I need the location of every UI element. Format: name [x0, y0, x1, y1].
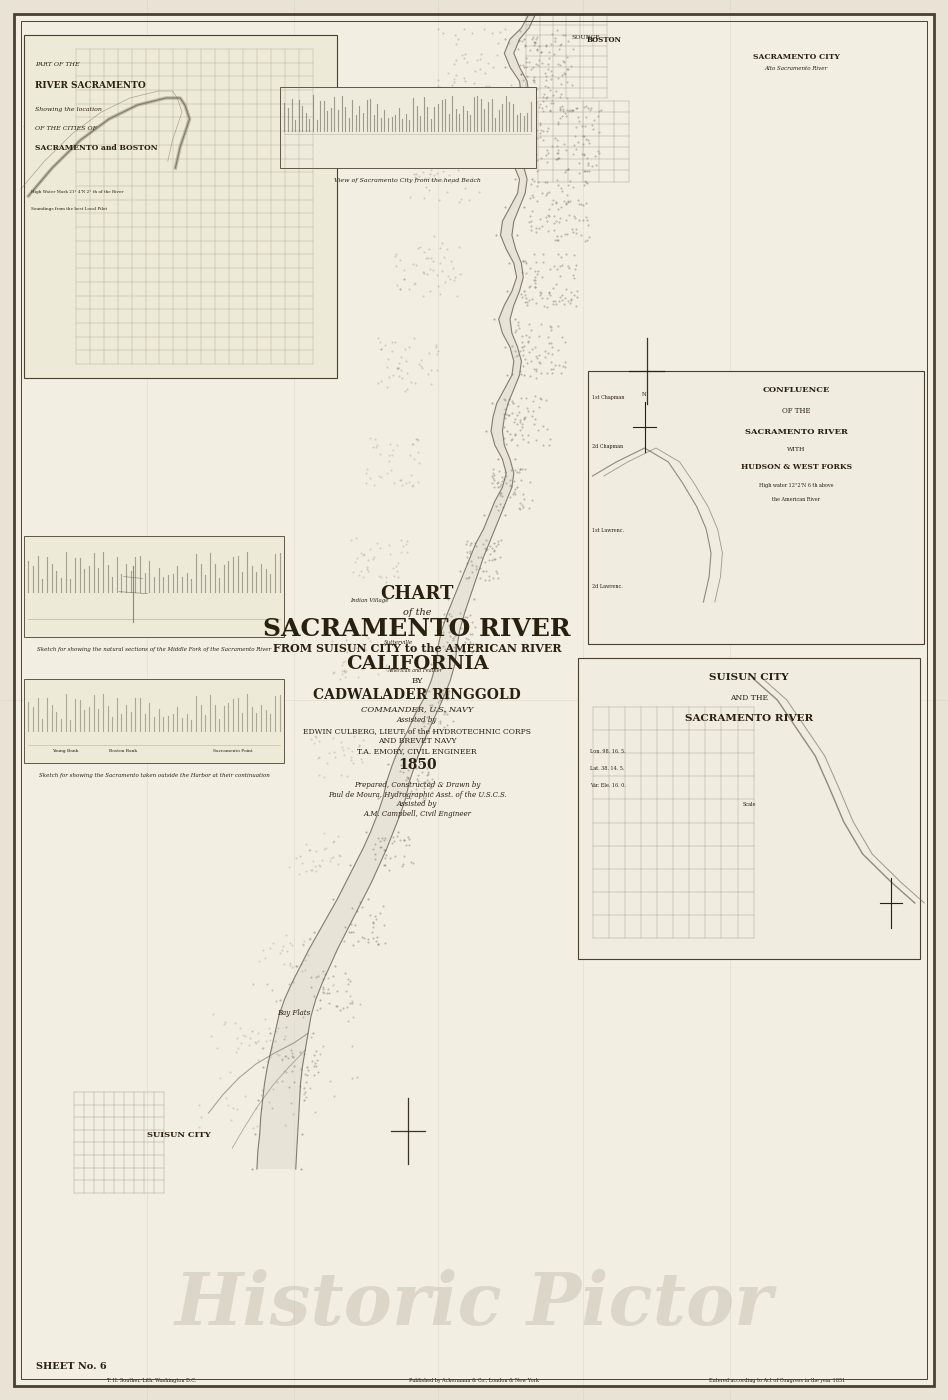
Text: Paul de Moura, Hydrographic Asst. of the U.S.C.S.: Paul de Moura, Hydrographic Asst. of the… — [328, 791, 506, 798]
Text: RIVER SACRAMENTO: RIVER SACRAMENTO — [35, 81, 146, 90]
Text: SACRAMENTO RIVER: SACRAMENTO RIVER — [684, 714, 813, 722]
Text: HUDSON & WEST FORKS: HUDSON & WEST FORKS — [740, 463, 852, 470]
Text: View of Sacramento City from the head Beach: View of Sacramento City from the head Be… — [335, 178, 481, 183]
Text: SOURCE: SOURCE — [572, 35, 600, 41]
Text: Assisted by: Assisted by — [397, 801, 437, 808]
Text: 1st Chapman: 1st Chapman — [592, 395, 625, 400]
Text: EDWIN CULBERG, LIEUT. of the HYDROTECHNIC CORPS: EDWIN CULBERG, LIEUT. of the HYDROTECHNI… — [303, 728, 531, 735]
Bar — [588, 371, 924, 644]
Bar — [24, 536, 284, 637]
Text: Alto Sacramento River: Alto Sacramento River — [765, 66, 828, 71]
Text: CADWALADER RINGGOLD: CADWALADER RINGGOLD — [313, 687, 521, 701]
Text: Historic Pictor: Historic Pictor — [174, 1270, 774, 1340]
Text: Bay Flats: Bay Flats — [277, 1009, 311, 1016]
Text: OF THE CITIES OF: OF THE CITIES OF — [35, 126, 97, 132]
Text: Young Bank: Young Bank — [52, 749, 79, 753]
Text: T.A. EMORY, CIVIL ENGINEER: T.A. EMORY, CIVIL ENGINEER — [357, 748, 477, 755]
Text: Entered according to Act of Congress in the year 1851: Entered according to Act of Congress in … — [709, 1378, 846, 1383]
Text: of the: of the — [403, 608, 431, 616]
Text: A.M. Campbell, Civil Engineer: A.M. Campbell, Civil Engineer — [363, 811, 471, 818]
Text: FROM SUISUN CITY to the AMERICAN RIVER: FROM SUISUN CITY to the AMERICAN RIVER — [273, 644, 561, 654]
Text: the American River: the American River — [773, 497, 820, 503]
Text: PART OF THE: PART OF THE — [35, 62, 80, 67]
Bar — [24, 679, 284, 763]
Text: T. H. Souther, Lith. Washington D.C.: T. H. Souther, Lith. Washington D.C. — [107, 1378, 196, 1383]
Text: 1st Lawrenc.: 1st Lawrenc. — [592, 528, 625, 533]
Text: Published by Ackermann & Co., London & New York: Published by Ackermann & Co., London & N… — [409, 1378, 539, 1383]
Text: Assisted by: Assisted by — [397, 717, 437, 724]
Text: High Water Mark 21° 4'N 2° th of the River: High Water Mark 21° 4'N 2° th of the Riv… — [31, 190, 123, 195]
Text: SACRAMENTO RIVER: SACRAMENTO RIVER — [264, 616, 571, 641]
Text: WITH: WITH — [787, 447, 806, 452]
Text: SHEET No. 6: SHEET No. 6 — [36, 1362, 106, 1371]
Text: CHART: CHART — [380, 585, 454, 603]
Text: CONFLUENCE: CONFLUENCE — [763, 386, 830, 393]
Text: SACRAMENTO CITY: SACRAMENTO CITY — [753, 53, 840, 60]
Text: BOSTON: BOSTON — [587, 36, 621, 43]
Text: High water 12°2'N 6 th above: High water 12°2'N 6 th above — [759, 483, 833, 489]
Text: N: N — [642, 392, 647, 398]
Bar — [578, 658, 920, 959]
Text: Sutterville: Sutterville — [384, 640, 412, 645]
Polygon shape — [257, 14, 536, 1169]
Text: Sacramento Point: Sacramento Point — [213, 749, 253, 753]
Text: CALIFORNIA: CALIFORNIA — [346, 655, 488, 673]
Text: Scale: Scale — [742, 802, 756, 808]
Text: SUISUN CITY: SUISUN CITY — [709, 673, 789, 682]
Text: Lon. 98. 16. 5.: Lon. 98. 16. 5. — [590, 749, 626, 755]
Text: Showing the location: Showing the location — [35, 106, 102, 112]
Text: Sketch for showing the Sacramento taken outside the Harbor at their continuation: Sketch for showing the Sacramento taken … — [39, 773, 269, 778]
Text: Prepared, Constructed & Drawn by: Prepared, Constructed & Drawn by — [354, 781, 481, 788]
Text: SUISUN CITY: SUISUN CITY — [147, 1131, 210, 1138]
Text: Lat. 38. 14. 5.: Lat. 38. 14. 5. — [590, 766, 624, 771]
Text: SACRAMENTO and BOSTON: SACRAMENTO and BOSTON — [35, 144, 157, 151]
Text: Boston Bank: Boston Bank — [109, 749, 137, 753]
Text: Sketch for showing the natural sections of the Middle Fork of the Sacramento Riv: Sketch for showing the natural sections … — [37, 647, 271, 652]
Text: OF THE: OF THE — [782, 407, 811, 414]
Text: AND THE: AND THE — [730, 694, 768, 701]
Text: Indian Village: Indian Village — [351, 598, 389, 603]
Text: 2d Lawrenc.: 2d Lawrenc. — [592, 584, 623, 589]
Text: Var. Ele. 16. 0.: Var. Ele. 16. 0. — [590, 783, 626, 788]
Text: COMMANDER, U.S. NAVY: COMMANDER, U.S. NAVY — [361, 706, 473, 713]
Text: AND BREVET NAVY: AND BREVET NAVY — [378, 738, 456, 745]
Text: 2d Chapman: 2d Chapman — [592, 444, 624, 449]
Text: American and Feather: American and Feather — [388, 668, 443, 673]
Bar — [280, 87, 536, 168]
Text: Soundings from the best Local Pilot: Soundings from the best Local Pilot — [31, 207, 107, 211]
Text: SACRAMENTO RIVER: SACRAMENTO RIVER — [745, 428, 848, 435]
Bar — [24, 35, 337, 378]
Text: 1850: 1850 — [398, 757, 436, 771]
Text: BY: BY — [411, 678, 423, 685]
